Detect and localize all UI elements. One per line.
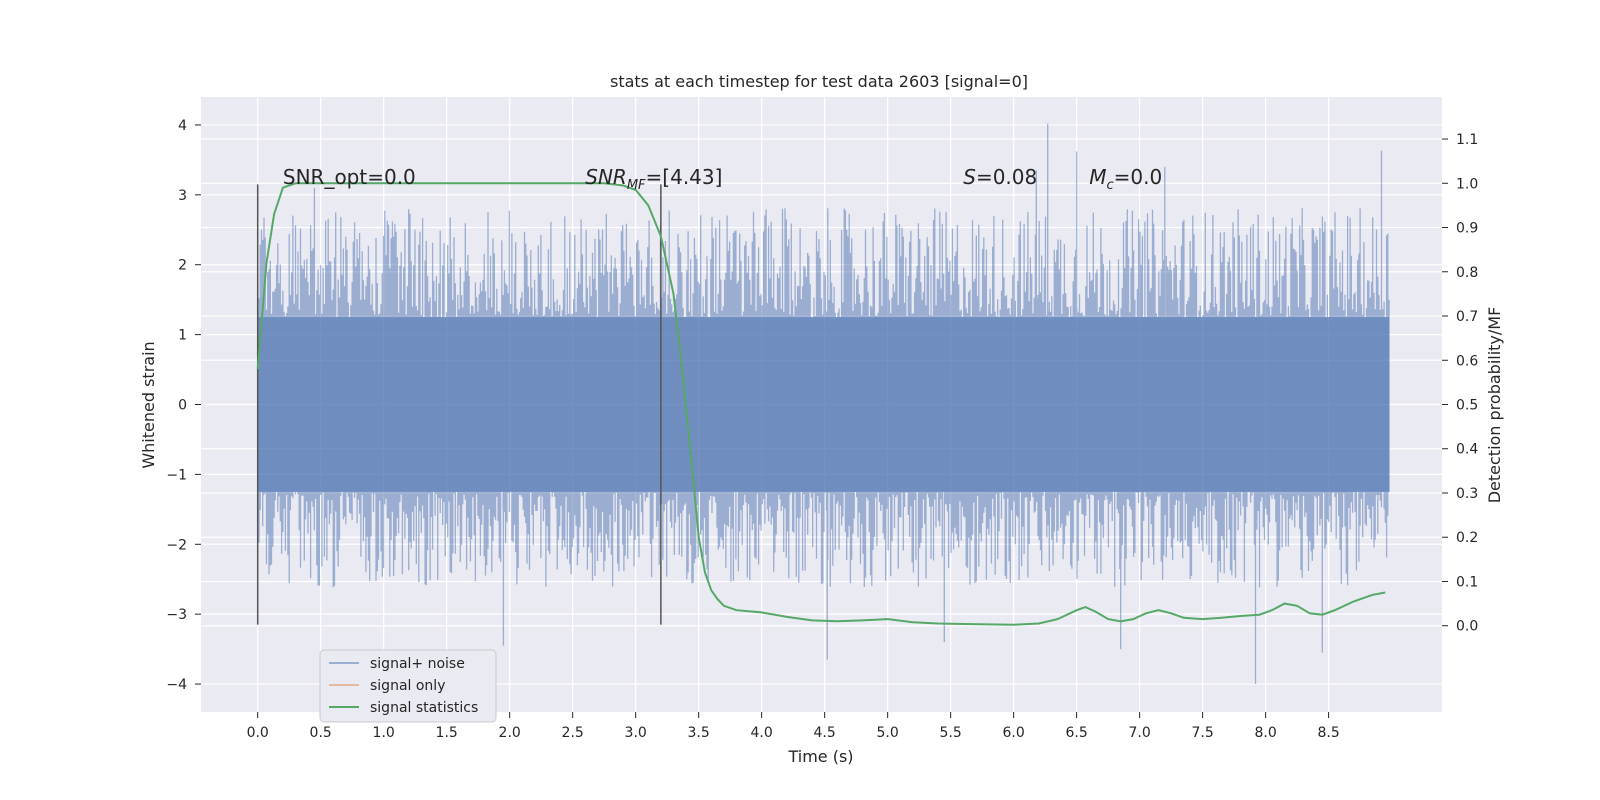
y-left-axis-label: Whitened strain xyxy=(139,341,158,468)
y-left-tick-label: 3 xyxy=(178,188,187,204)
legend-label-signal-statistics: signal statistics xyxy=(370,700,478,716)
x-tick-label: 3.5 xyxy=(688,725,710,741)
x-tick-label: 4.5 xyxy=(814,725,836,741)
signal-statistics-line xyxy=(256,182,1386,626)
y-left-tick-label: 2 xyxy=(178,258,187,274)
y-right-tick-label: 0.1 xyxy=(1456,574,1478,590)
y-left-tick-label: 1 xyxy=(178,328,187,344)
y-right-tick-label: 0.5 xyxy=(1456,398,1478,414)
chart-title: stats at each timestep for test data 260… xyxy=(610,72,1028,91)
x-tick-label: 4.0 xyxy=(751,725,773,741)
x-tick-label: 7.5 xyxy=(1191,725,1213,741)
x-tick-label: 8.5 xyxy=(1317,725,1339,741)
y-right-tick-label: 0.7 xyxy=(1456,309,1478,325)
y-right-tick-label: 1.0 xyxy=(1456,176,1478,192)
series-signal-noise xyxy=(257,123,1390,684)
x-tick-label: 6.5 xyxy=(1065,725,1087,741)
legend-label-signal-only: signal only xyxy=(370,678,445,694)
x-tick-label: 7.0 xyxy=(1128,725,1150,741)
annotation-snr-opt: SNR_opt=0.0 xyxy=(283,165,416,189)
y-right-tick-label: 0.9 xyxy=(1456,221,1478,237)
y-right-tick-label: 1.1 xyxy=(1456,132,1478,148)
event-markers xyxy=(256,184,662,625)
annotation-s: S=0.08 xyxy=(963,165,1037,189)
y-right-tick-label: 0.4 xyxy=(1456,442,1478,458)
y-left-tick-label: −4 xyxy=(166,677,187,693)
x-tick-label: 1.5 xyxy=(436,725,458,741)
series-signal-statistics xyxy=(256,182,1386,626)
x-tick-label: 0.0 xyxy=(247,725,269,741)
y-left-axis-ticks: 4 3 2 1 0 −1 −2 −3 −4 xyxy=(166,118,201,693)
y-left-tick-label: −3 xyxy=(166,607,187,623)
x-axis-label: Time (s) xyxy=(787,747,853,766)
y-right-axis-label: Detection probability/MF xyxy=(1485,307,1504,504)
y-right-tick-label: 0.6 xyxy=(1456,353,1478,369)
x-tick-label: 2.0 xyxy=(499,725,521,741)
annotations: SNR_opt=0.0 SNRMF=[4.43] S=0.08 Mc=0.0 xyxy=(283,165,1162,193)
y-right-tick-label: 0.2 xyxy=(1456,530,1478,546)
x-tick-label: 5.0 xyxy=(877,725,899,741)
x-tick-label: 0.5 xyxy=(310,725,332,741)
legend: signal+ noise signal only signal statist… xyxy=(319,649,497,723)
x-tick-label: 5.5 xyxy=(940,725,962,741)
y-left-tick-label: −2 xyxy=(166,537,187,553)
legend-frame xyxy=(319,649,497,723)
y-right-tick-label: 0.8 xyxy=(1456,265,1478,281)
y-left-tick-label: −1 xyxy=(166,467,187,483)
annotation-snr-mf: SNRMF=[4.43] xyxy=(585,165,722,193)
x-tick-label: 6.0 xyxy=(1003,725,1025,741)
y-right-axis-ticks: 1.1 1.0 0.9 0.8 0.7 0.6 0.5 0.4 0.3 0.2 0.1 0.0 xyxy=(1442,132,1478,635)
y-left-tick-label: 0 xyxy=(178,398,187,414)
x-axis-ticks: 0.0 0.5 1.0 1.5 2.0 2.5 3.0 3.5 4.0 4.5 5.0 5.5 6.0 6… xyxy=(247,712,1340,741)
x-tick-label: 1.0 xyxy=(373,725,395,741)
y-left-tick-label: 4 xyxy=(178,118,187,134)
x-tick-label: 8.0 xyxy=(1254,725,1276,741)
annotation-mc: Mc=0.0 xyxy=(1089,165,1162,193)
legend-label-signal-noise: signal+ noise xyxy=(370,656,465,672)
x-tick-label: 3.0 xyxy=(625,725,647,741)
y-right-tick-label: 0.0 xyxy=(1456,619,1478,635)
y-right-tick-label: 0.3 xyxy=(1456,486,1478,502)
x-tick-label: 2.5 xyxy=(562,725,584,741)
